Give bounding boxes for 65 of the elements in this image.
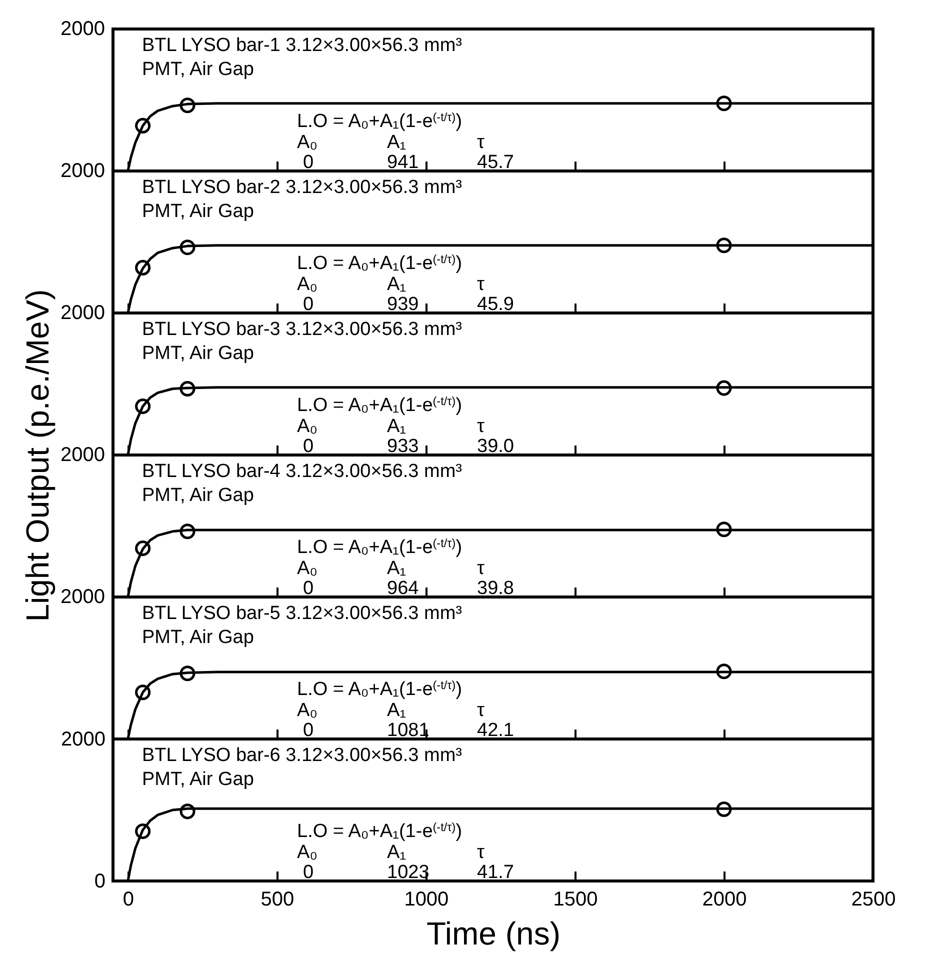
- annotation: 1081: [387, 720, 430, 741]
- annotation: 0: [303, 436, 314, 457]
- point: [716, 802, 732, 818]
- annotation: 964: [387, 578, 420, 599]
- annotation: τ: [477, 700, 485, 721]
- annotation: A₁: [387, 842, 406, 863]
- x-tick-label: 1500: [553, 888, 598, 910]
- annotation: 45.9: [477, 294, 514, 315]
- annotation: A₀: [297, 416, 318, 437]
- annotation: 0: [303, 152, 314, 173]
- annotation: 0: [303, 578, 314, 599]
- annotation: A₁: [387, 274, 406, 295]
- annotation: BTL LYSO bar-6 3.12×3.00×56.3 mm³: [142, 745, 462, 766]
- annotation: 941: [387, 152, 419, 173]
- annotation: L.O = A₀+A₁(1-e$^{(-t/τ)}$): [297, 678, 462, 700]
- y-axis-title: Light Output (p.e./MeV): [20, 289, 56, 622]
- annotation: 45.7: [477, 152, 514, 173]
- annotation: A₁: [387, 416, 406, 437]
- annotation: 0: [303, 720, 314, 741]
- text: PMT, Air Gap: [142, 627, 254, 648]
- annotation: τ: [477, 274, 485, 295]
- text: PMT, Air Gap: [142, 59, 254, 80]
- annotation: A₀: [297, 700, 318, 721]
- annotation: 39.8: [477, 578, 514, 599]
- annotation: 939: [387, 294, 419, 315]
- annotation: 42.1: [477, 720, 514, 741]
- annotation: 0: [303, 862, 314, 883]
- point: [180, 804, 196, 820]
- annotation: PMT, Air Gap: [142, 769, 254, 790]
- annotation: L.O = A₀+A₁(1-e$^{(-t/τ)}$): [297, 394, 462, 416]
- annotation: τ: [477, 842, 485, 863]
- x-tick-label: 2500: [851, 888, 896, 910]
- text: BTL LYSO bar-1 3.12×3.00×56.3 mm³: [142, 35, 462, 56]
- annotation: 0: [303, 294, 314, 315]
- annotation: L.O = A₀+A₁(1-e$^{(-t/τ)}$): [297, 110, 462, 132]
- annotation: 39.0: [477, 436, 514, 457]
- annotation: A₁: [387, 558, 406, 579]
- x-tick-label: 2000: [702, 888, 747, 910]
- annotation: 41.7: [477, 862, 514, 883]
- x-tick-label: 500: [260, 888, 294, 910]
- annotation: A₀: [297, 132, 318, 153]
- text: PMT, Air Gap: [142, 201, 254, 222]
- x-tick-label: 1000: [404, 888, 449, 910]
- text: BTL LYSO bar-4 3.12×3.00×56.3 mm³: [142, 461, 462, 482]
- annotation: A₁: [387, 132, 406, 153]
- text: BTL LYSO bar-5 3.12×3.00×56.3 mm³: [142, 603, 462, 624]
- x-axis-title: Time (ns): [426, 916, 560, 952]
- annotation: A₁: [387, 700, 406, 721]
- annotation: L.O = A₀+A₁(1-e$^{(-t/τ)}$): [297, 820, 462, 842]
- annotation: L.O = A₀+A₁(1-e$^{(-t/τ)}$): [297, 252, 462, 274]
- annotation: τ: [477, 416, 485, 437]
- point: [135, 824, 151, 840]
- annotation: L.O = A₀+A₁(1-e$^{(-t/τ)}$): [297, 536, 462, 558]
- annotation: A₀: [297, 274, 318, 295]
- text: BTL LYSO bar-3 3.12×3.00×56.3 mm³: [142, 319, 462, 340]
- annotation: A₀: [297, 558, 318, 579]
- text: PMT, Air Gap: [142, 343, 254, 364]
- annotation: 1023: [387, 862, 430, 883]
- annotation: A₀: [297, 842, 318, 863]
- text: BTL LYSO bar-2 3.12×3.00×56.3 mm³: [142, 177, 462, 198]
- annotation: 933: [387, 436, 419, 457]
- text: PMT, Air Gap: [142, 485, 254, 506]
- x-tick-label: 0: [122, 888, 134, 910]
- annotation: τ: [477, 558, 485, 579]
- annotation: τ: [477, 132, 485, 153]
